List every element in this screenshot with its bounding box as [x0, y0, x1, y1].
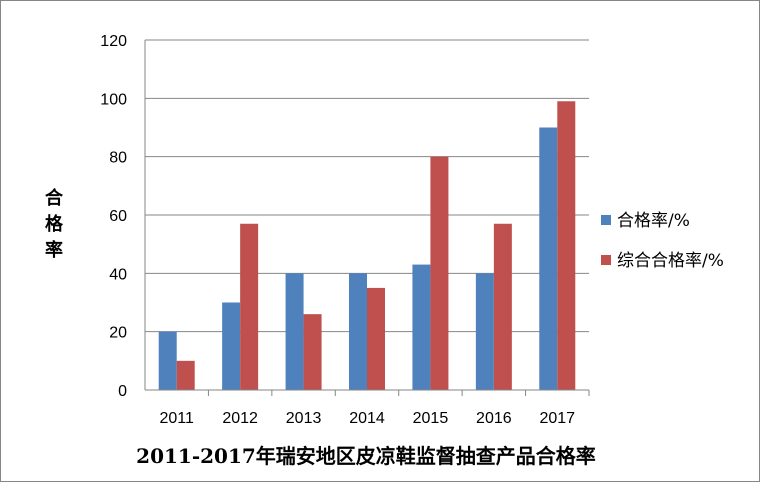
bar-overall-pass-rate — [176, 360, 195, 390]
y-tick-label: 40 — [109, 266, 127, 283]
x-tick-labels: 2011 2012 2013 2014 2015 2016 2017 — [160, 410, 576, 427]
x-tick-label: 2014 — [349, 410, 385, 427]
y-tick-labels: 0 20 40 60 80 100 120 — [100, 33, 127, 400]
bar-pass-rate — [475, 273, 494, 390]
legend-swatch — [601, 215, 611, 225]
bar-pass-rate — [158, 331, 177, 390]
legend-label: 合格率/% — [617, 211, 690, 231]
y-tick-label: 100 — [100, 91, 127, 108]
x-tick-label: 2017 — [539, 410, 575, 427]
bar-overall-pass-rate — [303, 314, 322, 390]
bar-overall-pass-rate — [240, 223, 259, 390]
y-tick-label: 60 — [109, 208, 127, 225]
y-tick-label: 80 — [109, 150, 127, 167]
axes — [144, 40, 590, 396]
x-tick-label: 2013 — [286, 410, 322, 427]
chart-title: 2011-2017年瑞安地区皮凉鞋监督抽查产品合格率 — [136, 444, 596, 468]
bar-overall-pass-rate — [493, 223, 512, 390]
legend-label: 综合合格率/% — [617, 251, 724, 271]
x-tick-label: 2012 — [222, 410, 258, 427]
bar-pass-rate — [539, 127, 558, 390]
y-tick-label: 20 — [109, 325, 127, 342]
bar-pass-rate — [349, 273, 367, 390]
bar-pass-rate — [412, 264, 431, 390]
y-tick-label: 0 — [118, 383, 127, 400]
legend: 合格率/% 综合合格率/% — [601, 211, 724, 271]
y-axis-label: 合格率 — [45, 187, 64, 261]
gridlines — [145, 39, 589, 333]
bar-overall-pass-rate — [557, 101, 576, 390]
x-tick-label: 2015 — [413, 410, 449, 427]
bar-pass-rate — [222, 302, 241, 390]
bar-overall-pass-rate — [430, 156, 449, 390]
bar-pass-rate — [285, 273, 304, 390]
y-tick-label: 120 — [100, 33, 127, 50]
bars — [158, 101, 576, 390]
x-tick-label: 2016 — [476, 410, 512, 427]
x-tick-label: 2011 — [160, 410, 195, 427]
legend-swatch — [601, 255, 611, 265]
bar-overall-pass-rate — [367, 287, 385, 390]
